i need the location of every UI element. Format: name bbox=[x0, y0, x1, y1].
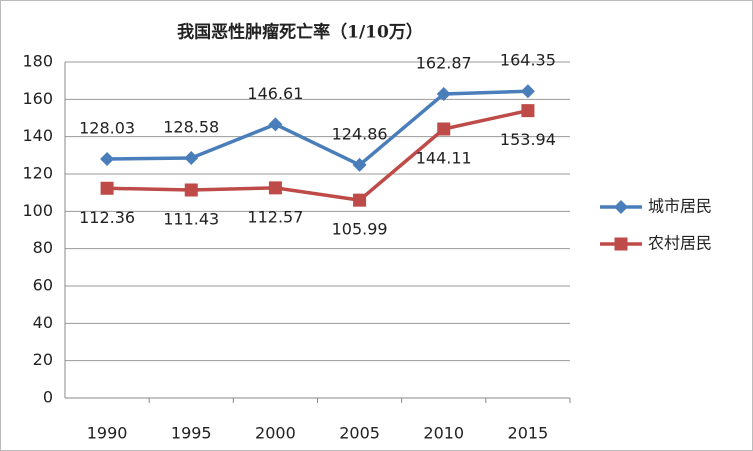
marker bbox=[100, 152, 115, 167]
y-tick-label: 100 bbox=[22, 201, 53, 220]
x-tick-label: 2000 bbox=[255, 424, 296, 443]
marker bbox=[520, 84, 535, 99]
marker bbox=[614, 200, 628, 214]
data-label: 105.99 bbox=[332, 220, 388, 239]
y-tick-label: 60 bbox=[33, 276, 53, 295]
marker bbox=[184, 183, 198, 197]
marker bbox=[184, 150, 199, 165]
data-label: 162.87 bbox=[416, 53, 472, 72]
series-line bbox=[107, 89, 528, 167]
marker bbox=[268, 181, 282, 195]
data-label: 164.35 bbox=[500, 51, 556, 70]
series-line bbox=[107, 108, 529, 202]
data-label: 128.58 bbox=[163, 117, 219, 136]
marker bbox=[436, 86, 451, 101]
x-tick-label: 2005 bbox=[339, 424, 380, 443]
data-label: 153.94 bbox=[500, 130, 556, 149]
x-tick-label: 1995 bbox=[171, 424, 212, 443]
data-label: 111.43 bbox=[163, 209, 219, 228]
marker bbox=[100, 181, 114, 195]
y-tick-label: 20 bbox=[33, 350, 53, 369]
y-tick-label: 140 bbox=[22, 126, 53, 145]
y-tick-label: 120 bbox=[22, 164, 53, 183]
legend-label: 城市居民 bbox=[648, 197, 712, 216]
x-tick-label: 2010 bbox=[423, 424, 464, 443]
data-label: 128.03 bbox=[79, 119, 135, 138]
data-label: 144.11 bbox=[416, 148, 472, 167]
data-label: 112.57 bbox=[247, 207, 303, 226]
y-tick-label: 40 bbox=[33, 313, 53, 332]
marker bbox=[437, 122, 451, 136]
data-label: 112.36 bbox=[79, 208, 135, 227]
chart-title: 我国恶性肿瘤死亡率（1/10万） bbox=[177, 22, 423, 43]
y-tick-label: 0 bbox=[43, 388, 53, 407]
data-label: 146.61 bbox=[247, 84, 303, 103]
y-tick-label: 80 bbox=[33, 238, 53, 257]
x-tick-label: 2015 bbox=[508, 424, 549, 443]
marker bbox=[521, 104, 535, 118]
marker bbox=[268, 117, 283, 132]
data-label: 124.86 bbox=[332, 124, 388, 143]
y-tick-label: 160 bbox=[22, 89, 53, 108]
legend-label: 农村居民 bbox=[648, 234, 712, 253]
y-tick-label: 180 bbox=[22, 52, 53, 71]
marker bbox=[614, 237, 628, 251]
x-tick-label: 1990 bbox=[87, 424, 128, 443]
marker bbox=[353, 193, 367, 207]
marker bbox=[352, 157, 367, 172]
